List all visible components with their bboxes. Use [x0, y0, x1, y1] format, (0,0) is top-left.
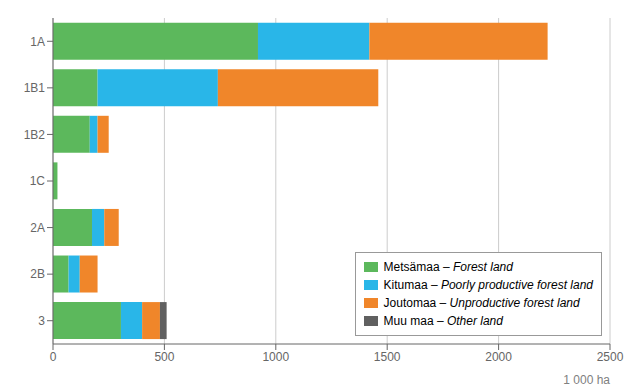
- svg-text:2500: 2500: [597, 350, 624, 364]
- svg-text:1000: 1000: [262, 350, 289, 364]
- svg-text:0: 0: [50, 350, 57, 364]
- svg-text:1500: 1500: [374, 350, 401, 364]
- html-text:Joutomaa – Unproductive forest: Joutomaa – Unproductive forest land: [383, 296, 580, 310]
- svg-text:2B: 2B: [30, 267, 45, 281]
- html-text:Muu maa – Other land: Muu maa – Other land: [383, 314, 503, 328]
- svg-text:2A: 2A: [30, 221, 45, 235]
- svg-text:1B2: 1B2: [24, 128, 46, 142]
- svg-text:1C: 1C: [30, 174, 46, 188]
- svg-text:1B1: 1B1: [24, 81, 46, 95]
- html-text:Metsämaa – Forest land: Metsämaa – Forest land: [383, 260, 513, 274]
- svg-text:2000: 2000: [485, 350, 512, 364]
- svg-text:500: 500: [154, 350, 174, 364]
- svg-text:1A: 1A: [30, 35, 45, 49]
- svg-text:3: 3: [38, 314, 45, 328]
- svg-text:1 000 ha: 1 000 ha: [563, 373, 610, 384]
- html-text:Kitumaa – Poorly productive fo: Kitumaa – Poorly productive forest land: [383, 278, 593, 292]
